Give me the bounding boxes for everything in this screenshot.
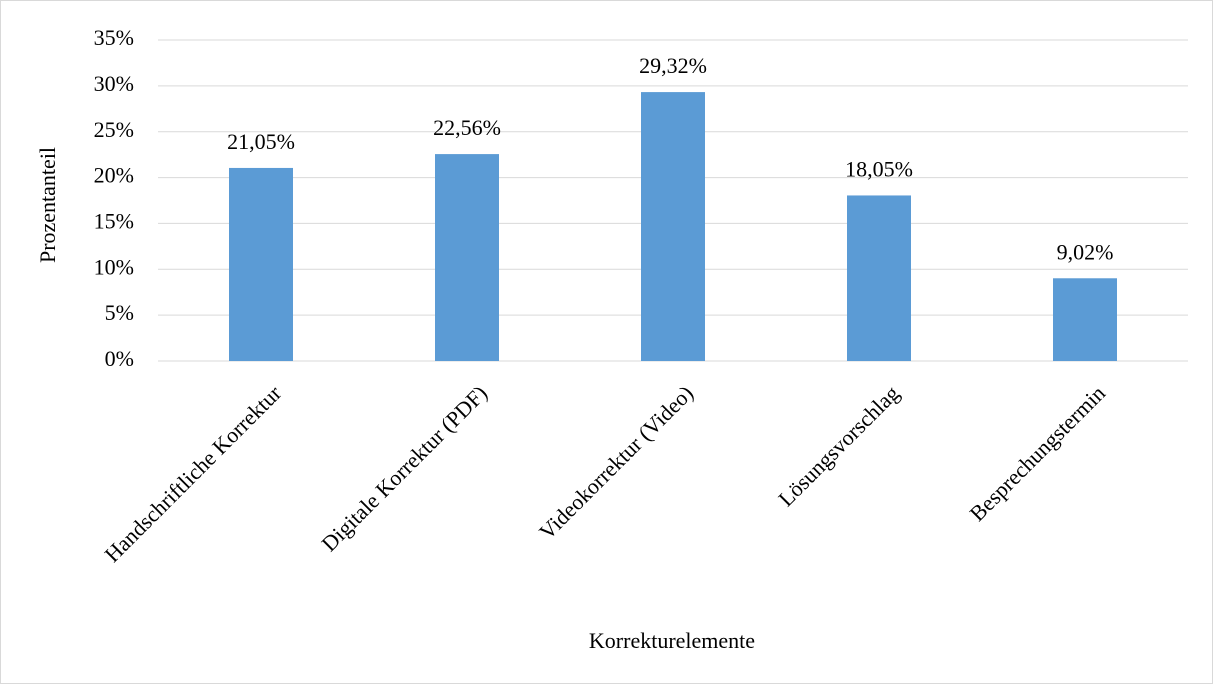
data-label: 9,02% [1057,239,1114,264]
data-label: 22,56% [433,115,501,140]
bar [435,154,499,361]
data-label: 21,05% [227,129,295,154]
y-tick-label: 0% [105,346,134,371]
data-label: 18,05% [845,157,913,182]
bar [229,167,293,361]
y-tick-label: 10% [94,254,134,279]
y-tick-label: 30% [94,71,134,96]
bar [1053,278,1117,361]
bar [641,92,705,361]
y-tick-label: 20% [94,163,134,188]
data-label: 29,32% [639,53,707,78]
y-axis-title: Prozentanteil [35,147,60,263]
y-tick-label: 15% [94,208,134,233]
y-tick-label: 5% [105,300,134,325]
y-tick-label: 25% [94,117,134,142]
y-tick-label: 35% [94,25,134,50]
x-axis-title: Korrekturelemente [589,628,755,653]
bar [847,195,911,361]
